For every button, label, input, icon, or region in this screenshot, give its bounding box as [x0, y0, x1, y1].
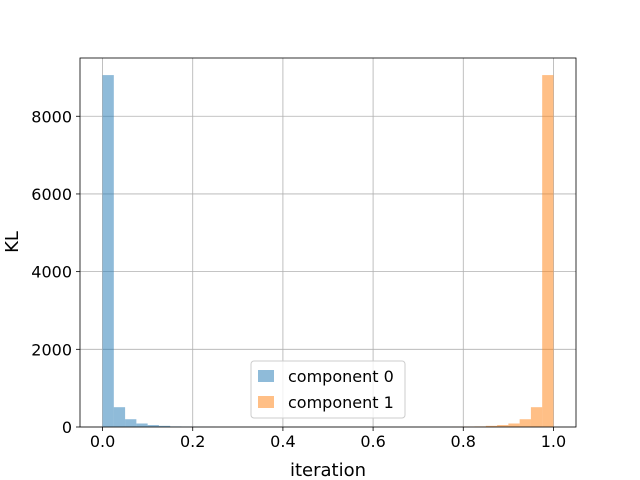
x-tick-label: 0.8 [451, 432, 476, 451]
y-tick-label: 8000 [31, 107, 72, 126]
legend-swatch-component-0 [258, 370, 274, 382]
x-tick-label: 0.0 [90, 432, 115, 451]
x-tick-label: 0.2 [180, 432, 205, 451]
bar-component-1 [542, 75, 554, 428]
y-tick-label: 0 [62, 418, 72, 437]
legend-label-component-0: component 0 [288, 367, 394, 386]
bar-component-0 [147, 425, 159, 427]
legend-swatch-component-1 [258, 396, 274, 408]
bar-component-1 [530, 407, 543, 427]
plot-frame [79, 57, 577, 428]
bar-component-1 [485, 425, 498, 427]
bar-component-1 [508, 423, 520, 427]
y-tick-label: 6000 [31, 185, 72, 204]
bar-component-0 [158, 425, 171, 427]
y-axis-label: KL [2, 231, 23, 253]
x-tick-label: 0.4 [270, 432, 295, 451]
bar-component-0 [125, 419, 137, 427]
bar-component-1 [497, 425, 509, 427]
y-tick-label: 4000 [31, 263, 72, 282]
legend-box [250, 360, 406, 419]
x-tick-label: 0.6 [360, 432, 385, 451]
bar-component-1 [519, 419, 531, 427]
legend-label-component-1: component 1 [288, 393, 394, 412]
grid-lines [80, 58, 576, 428]
bar-component-0 [113, 407, 126, 427]
x-tick-label: 1.0 [541, 432, 566, 451]
y-tick-label: 2000 [31, 340, 72, 359]
axis-ticks: 0.0 0.2 0.4 0.6 0.8 1.0 0 2000 4000 6000 8000 [31, 107, 566, 451]
bar-component-0 [136, 423, 148, 427]
bar-component-0 [102, 75, 114, 428]
legend: component 0 component 1 [250, 360, 406, 419]
x-axis-label: iteration [290, 460, 366, 480]
